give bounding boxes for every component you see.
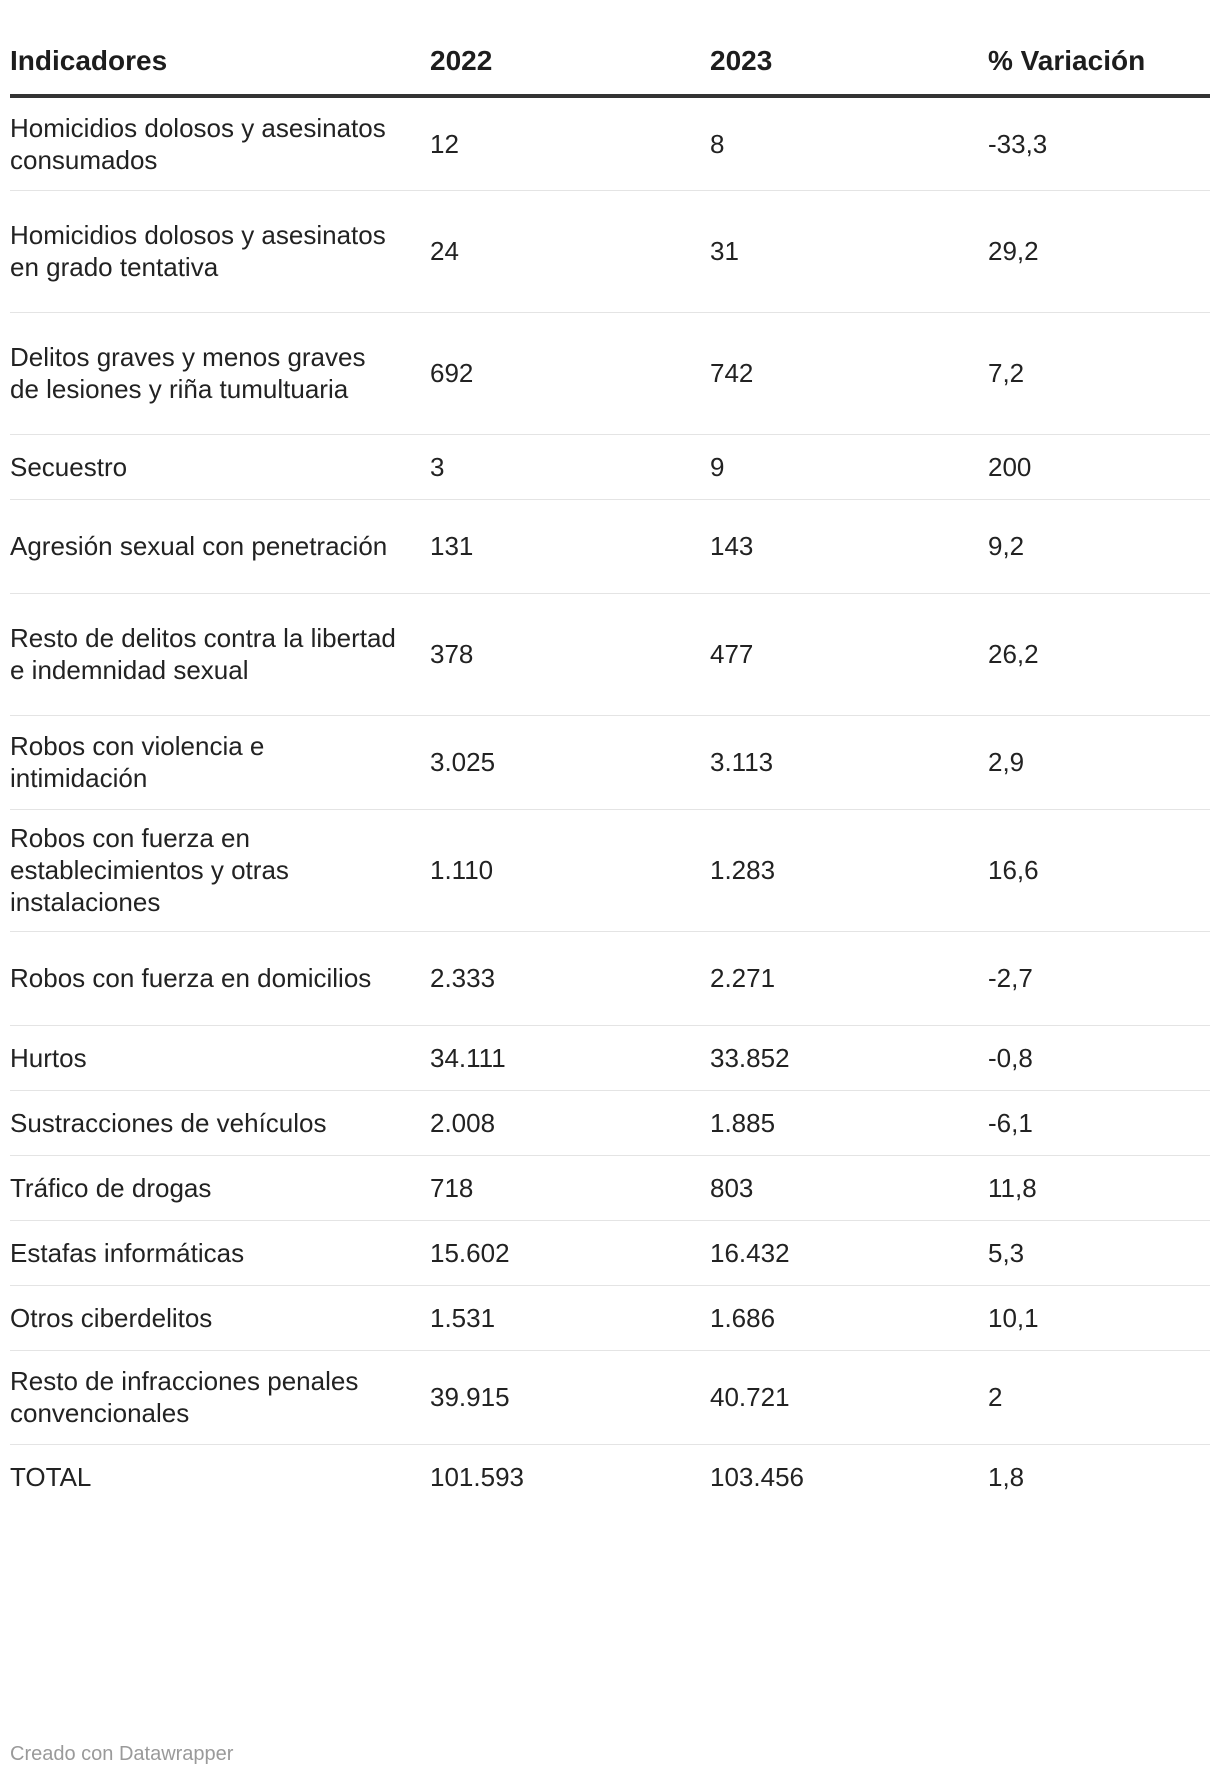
value-2023-cell: 1.686 [710,1285,988,1351]
column-header-2022[interactable]: 2022 [430,30,710,98]
indicator-cell: Agresión sexual con penetración [10,499,430,594]
table-row: Estafas informáticas 15.602 16.432 5,3 [10,1220,1210,1286]
table-header: Indicadores 2022 2023 % Variación [10,30,1210,98]
table-row: Robos con violencia e intimidación 3.025 3… [10,715,1210,810]
value-2022-cell: 131 [430,499,710,594]
variation-cell: 2,9 [988,715,1210,810]
variation-cell: 5,3 [988,1220,1210,1286]
variation-cell: 9,2 [988,499,1210,594]
value-2022-cell: 24 [430,190,710,313]
table-row: Robos con fuerza en domicilios 2.333 2.271… [10,931,1210,1026]
table-row: Otros ciberdelitos 1.531 1.686 10,1 [10,1285,1210,1351]
indicator-cell: Delitos graves y menos graves de lesione… [10,312,430,435]
value-2022-cell: 1.110 [430,809,710,932]
value-2023-cell: 143 [710,499,988,594]
value-2022-cell: 12 [430,96,710,191]
indicator-cell: Secuestro [10,434,430,500]
indicator-cell: Homicidios dolosos y asesinatos en grado… [10,190,430,313]
value-2023-cell: 1.885 [710,1090,988,1156]
value-2022-cell: 3 [430,434,710,500]
value-2022-cell: 2.008 [430,1090,710,1156]
variation-cell: -0,8 [988,1025,1210,1091]
value-2022-cell: 692 [430,312,710,435]
variation-cell: 16,6 [988,809,1210,932]
value-2022-cell: 718 [430,1155,710,1221]
column-header-2023[interactable]: 2023 [710,30,988,98]
variation-cell: 10,1 [988,1285,1210,1351]
value-2022-cell: 1.531 [430,1285,710,1351]
value-2023-cell: 33.852 [710,1025,988,1091]
value-2023-cell: 16.432 [710,1220,988,1286]
table-row: Agresión sexual con penetración 131 143 9,2 [10,499,1210,594]
value-2023-cell: 742 [710,312,988,435]
table-row: Resto de infracciones penales convencion… [10,1350,1210,1445]
variation-cell: 2 [988,1350,1210,1445]
value-2022-cell: 39.915 [430,1350,710,1445]
indicator-cell: Homicidios dolosos y asesinatos consumad… [10,96,430,191]
indicator-cell: TOTAL [10,1462,92,1493]
variation-cell: -6,1 [988,1090,1210,1156]
value-2022-cell: 101.593 [430,1462,524,1493]
table-row: Robos con fuerza en establecimientos y o… [10,809,1210,932]
datawrapper-credit[interactable]: Creado con Datawrapper [10,1743,234,1765]
variation-cell: 26,2 [988,593,1210,716]
value-2023-cell: 3.113 [710,715,988,810]
table-row: Homicidios dolosos y asesinatos en grado… [10,190,1210,313]
table-row: Sustracciones de vehículos 2.008 1.885 -6,1 [10,1090,1210,1156]
indicator-cell: Tráfico de drogas [10,1155,430,1221]
table-row: Secuestro 3 9 200 [10,434,1210,500]
table-row: Hurtos 34.111 33.852 -0,8 [10,1025,1210,1091]
variation-cell: -2,7 [988,931,1210,1026]
indicator-cell: Hurtos [10,1025,430,1091]
value-2023-cell: 1.283 [710,809,988,932]
indicator-cell: Robos con violencia e intimidación [10,715,430,810]
value-2022-cell: 15.602 [430,1220,710,1286]
variation-cell: 200 [988,434,1210,500]
value-2023-cell: 2.271 [710,931,988,1026]
table-body: Homicidios dolosos y asesinatos consumad… [10,96,1210,1510]
header-row: Indicadores 2022 2023 % Variación [10,30,1210,98]
indicator-cell: Estafas informáticas [10,1220,430,1286]
value-2022-cell: 34.111 [430,1025,710,1091]
value-2023-cell: 477 [710,593,988,716]
value-2023-cell: 40.721 [710,1350,988,1445]
value-2023-cell: 803 [710,1155,988,1221]
table-row: Tráfico de drogas 718 803 11,8 [10,1155,1210,1221]
indicator-cell: Otros ciberdelitos [10,1285,430,1351]
table-row: Resto de delitos contra la libertad e in… [10,593,1210,716]
variation-cell: -33,3 [988,96,1210,191]
variation-cell: 29,2 [988,190,1210,313]
value-2023-cell: 103.456 [710,1462,804,1493]
crime-indicators-table: Indicadores 2022 2023 % Variación Homici… [10,30,1210,1510]
value-2023-cell: 8 [710,96,988,191]
value-2023-cell: 31 [710,190,988,313]
table-row: Delitos graves y menos graves de lesione… [10,312,1210,435]
indicator-cell: Robos con fuerza en domicilios [10,931,430,1026]
table-row: Homicidios dolosos y asesinatos consumad… [10,96,1210,191]
indicator-cell: Resto de delitos contra la libertad e in… [10,593,430,716]
indicator-cell: Sustracciones de vehículos [10,1090,430,1156]
column-header-indicadores[interactable]: Indicadores [10,30,430,98]
indicator-cell: Robos con fuerza en establecimientos y o… [10,809,430,932]
table-row-total: TOTAL 101.593 103.456 1,8 [10,1444,1210,1510]
value-2022-cell: 3.025 [430,715,710,810]
variation-cell: 1,8 [988,1462,1025,1493]
value-2022-cell: 378 [430,593,710,716]
variation-cell: 11,8 [988,1155,1210,1221]
value-2023-cell: 9 [710,434,988,500]
indicator-cell: Resto de infracciones penales convencion… [10,1350,430,1445]
column-header-variation[interactable]: % Variación [988,30,1210,98]
variation-cell: 7,2 [988,312,1210,435]
value-2022-cell: 2.333 [430,931,710,1026]
